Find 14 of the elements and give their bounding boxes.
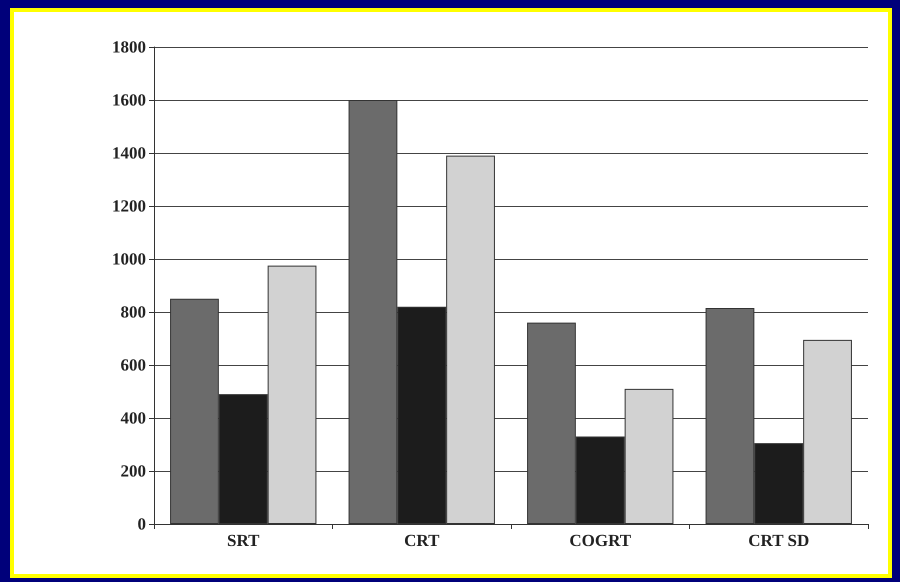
y-tick-label: 1400 [112,144,146,162]
y-tick-label: 800 [120,302,146,322]
y-tick-label: 0 [138,514,146,534]
y-tick-label: 1200 [112,196,146,216]
y-tick-label: 200 [120,462,146,480]
y-tick-label: 600 [120,356,146,374]
y-tick-label: 1000 [112,250,146,268]
y-tick-label: 400 [120,408,146,428]
x-tick-label: COGRT [569,531,632,550]
y-tick-label: 1600 [112,90,146,110]
x-tick-label: CRT [404,531,440,550]
x-tick-label: SRT [227,531,260,550]
y-tick-label: 1800 [112,38,146,56]
x-tick-label: CRT SD [748,531,810,550]
